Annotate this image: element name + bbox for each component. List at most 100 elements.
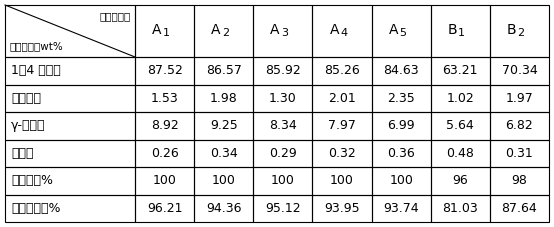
- Text: 100: 100: [212, 174, 235, 187]
- Text: 81.03: 81.03: [443, 202, 478, 215]
- Bar: [135, 140, 194, 167]
- Text: 总选择性，%: 总选择性，%: [11, 202, 60, 215]
- Bar: [135, 84, 194, 112]
- Bar: [135, 5, 194, 57]
- Bar: [135, 112, 194, 140]
- Bar: [490, 5, 549, 57]
- Text: 5.64: 5.64: [447, 119, 474, 132]
- Bar: [430, 84, 490, 112]
- Text: 94.36: 94.36: [206, 202, 242, 215]
- Bar: [490, 84, 549, 112]
- Text: 1.02: 1.02: [447, 92, 474, 105]
- Text: 8.34: 8.34: [269, 119, 297, 132]
- Bar: [372, 84, 430, 112]
- Bar: [253, 140, 312, 167]
- Text: 1: 1: [458, 28, 465, 38]
- Bar: [5, 167, 135, 195]
- Bar: [372, 5, 430, 57]
- Bar: [430, 112, 490, 140]
- Text: 产物组成，wt%: 产物组成，wt%: [9, 41, 63, 51]
- Bar: [253, 84, 312, 112]
- Bar: [312, 57, 372, 84]
- Text: 四氢呋喃: 四氢呋喃: [11, 92, 41, 105]
- Text: 2: 2: [517, 28, 525, 38]
- Text: 6.99: 6.99: [387, 119, 415, 132]
- Text: 0.32: 0.32: [328, 147, 356, 160]
- Bar: [372, 140, 430, 167]
- Text: 2.35: 2.35: [387, 92, 415, 105]
- Text: A: A: [211, 23, 220, 37]
- Text: 86.57: 86.57: [206, 64, 242, 77]
- Text: γ-丁内酯: γ-丁内酯: [11, 119, 45, 132]
- Text: A: A: [389, 23, 398, 37]
- Text: 0.26: 0.26: [151, 147, 178, 160]
- Bar: [490, 195, 549, 222]
- Text: 85.92: 85.92: [265, 64, 301, 77]
- Text: 100: 100: [271, 174, 295, 187]
- Bar: [194, 195, 253, 222]
- Text: 100: 100: [153, 174, 177, 187]
- Text: B: B: [507, 23, 516, 37]
- Text: 0.34: 0.34: [210, 147, 238, 160]
- Bar: [194, 167, 253, 195]
- Bar: [135, 57, 194, 84]
- Text: 1.97: 1.97: [506, 92, 534, 105]
- Text: 1: 1: [162, 28, 170, 38]
- Bar: [194, 57, 253, 84]
- Bar: [312, 167, 372, 195]
- Text: 4: 4: [340, 28, 347, 38]
- Bar: [194, 5, 253, 57]
- Bar: [312, 5, 372, 57]
- Bar: [430, 57, 490, 84]
- Bar: [253, 112, 312, 140]
- Bar: [490, 112, 549, 140]
- Bar: [5, 5, 135, 57]
- Text: 87.64: 87.64: [501, 202, 537, 215]
- Text: 1.53: 1.53: [151, 92, 178, 105]
- Text: 1.30: 1.30: [269, 92, 297, 105]
- Text: 70.34: 70.34: [501, 64, 537, 77]
- Text: 96.21: 96.21: [147, 202, 182, 215]
- Text: 7.97: 7.97: [328, 119, 356, 132]
- Bar: [490, 167, 549, 195]
- Bar: [372, 57, 430, 84]
- Text: 3: 3: [281, 28, 288, 38]
- Bar: [490, 140, 549, 167]
- Bar: [5, 84, 135, 112]
- Bar: [430, 195, 490, 222]
- Bar: [372, 167, 430, 195]
- Text: 正丁醇: 正丁醇: [11, 147, 33, 160]
- Text: 2.01: 2.01: [328, 92, 356, 105]
- Bar: [253, 5, 312, 57]
- Bar: [194, 140, 253, 167]
- Bar: [5, 112, 135, 140]
- Bar: [253, 195, 312, 222]
- Text: 8.92: 8.92: [151, 119, 178, 132]
- Text: 2: 2: [222, 28, 229, 38]
- Bar: [490, 57, 549, 84]
- Bar: [194, 112, 253, 140]
- Text: 100: 100: [389, 174, 413, 187]
- Text: 转化率，%: 转化率，%: [11, 174, 53, 187]
- Text: 63.21: 63.21: [443, 64, 478, 77]
- Text: 96: 96: [453, 174, 468, 187]
- Text: 93.95: 93.95: [324, 202, 360, 215]
- Bar: [5, 195, 135, 222]
- Text: 0.48: 0.48: [447, 147, 474, 160]
- Bar: [312, 195, 372, 222]
- Bar: [312, 84, 372, 112]
- Text: 6.82: 6.82: [506, 119, 534, 132]
- Bar: [430, 167, 490, 195]
- Text: 1，4 丁二醇: 1，4 丁二醇: [11, 64, 61, 77]
- Bar: [135, 167, 194, 195]
- Bar: [5, 140, 135, 167]
- Text: B: B: [448, 23, 457, 37]
- Text: 9.25: 9.25: [210, 119, 238, 132]
- Text: A: A: [270, 23, 280, 37]
- Text: 0.29: 0.29: [269, 147, 297, 160]
- Bar: [372, 112, 430, 140]
- Bar: [253, 167, 312, 195]
- Text: 98: 98: [511, 174, 527, 187]
- Bar: [5, 57, 135, 84]
- Text: 0.31: 0.31: [506, 147, 534, 160]
